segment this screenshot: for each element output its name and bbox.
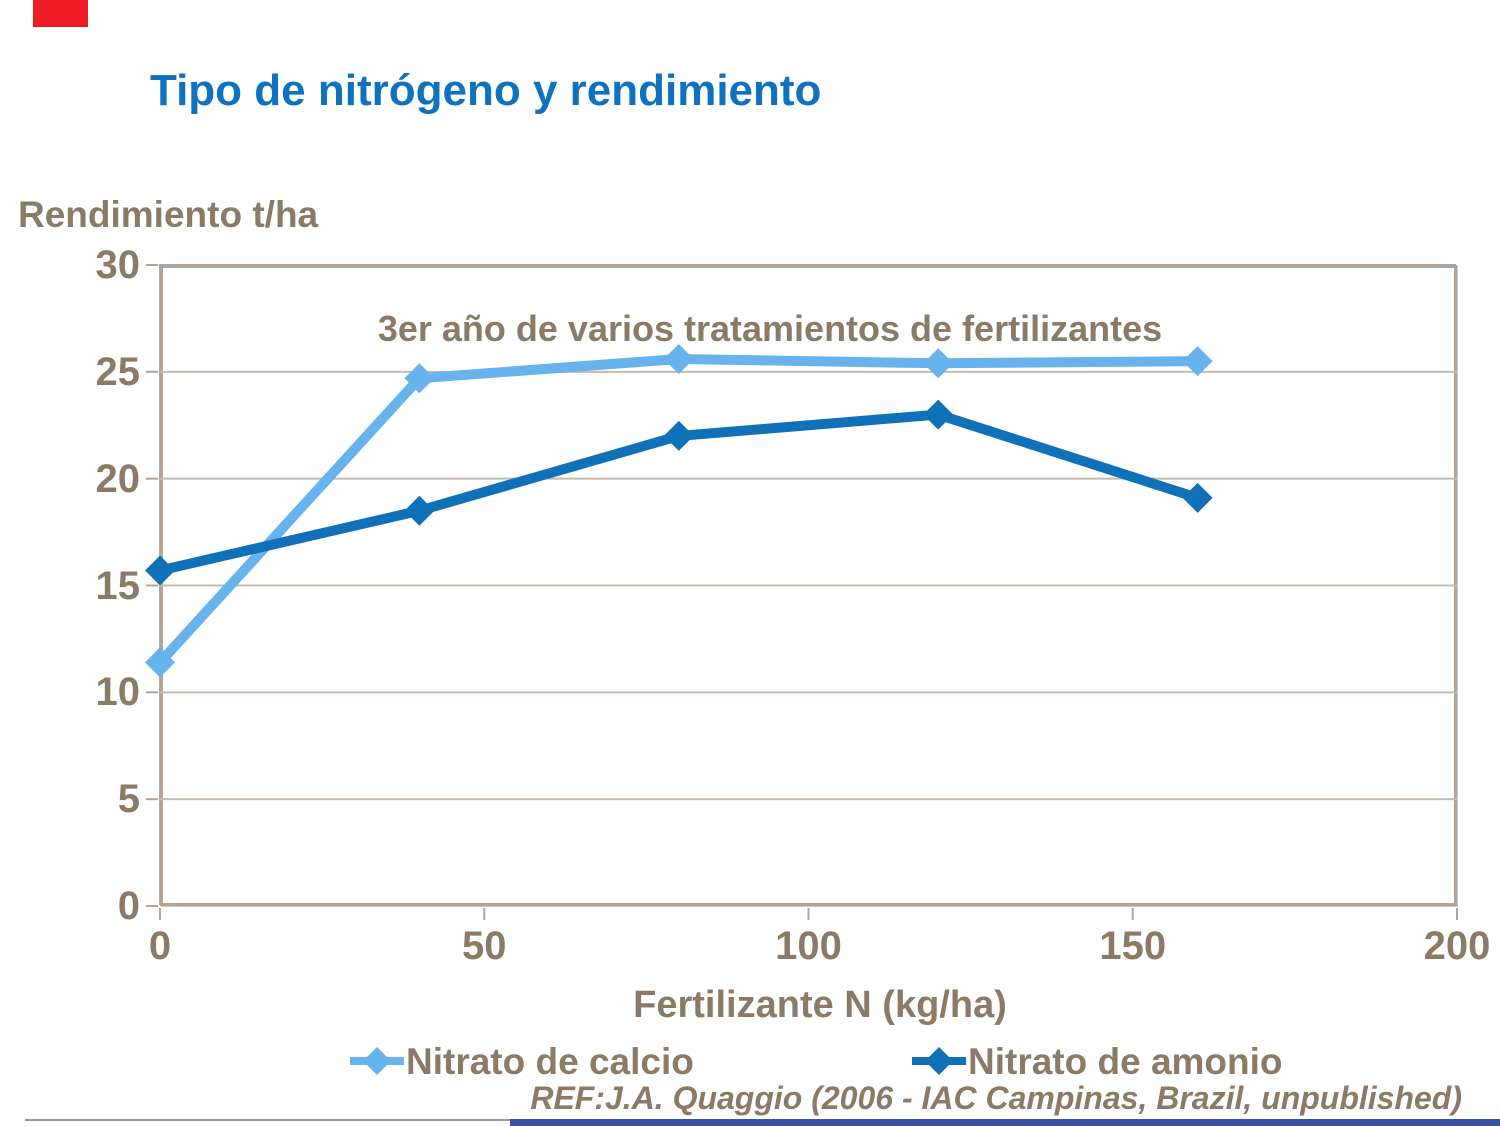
x-tick-label-100: 100 xyxy=(775,924,842,968)
legend-entry-1: Nitrato de amonio xyxy=(912,1038,1283,1084)
chart-annotation: 3er año de varios tratamientos de fertil… xyxy=(377,308,1163,349)
legend-marker-icon xyxy=(912,1047,966,1075)
y-tick-label-30: 30 xyxy=(95,243,141,287)
legend-label-0: Nitrato de calcio xyxy=(406,1040,694,1082)
x-tick-label-0: 0 xyxy=(148,924,172,968)
y-axis-title: Rendimiento t/ha xyxy=(18,194,319,235)
bottom-accent-bar xyxy=(510,1119,1500,1126)
series-0-marker-x40 xyxy=(404,363,435,394)
series-1-marker-x40 xyxy=(404,495,435,526)
y-tick-label-15: 15 xyxy=(95,563,141,608)
x-tick-label-50: 50 xyxy=(462,924,507,968)
legend-entry-0: Nitrato de calcio xyxy=(350,1038,694,1084)
series-1-marker-x0 xyxy=(145,555,175,586)
legend-label-1: Nitrato de amonio xyxy=(968,1040,1283,1082)
series-0-marker-x160 xyxy=(1182,346,1213,377)
series-1-marker-x160 xyxy=(1182,482,1213,513)
series-line-0 xyxy=(155,354,1203,668)
series-0-marker-x0 xyxy=(145,647,175,678)
y-tick-label-0: 0 xyxy=(117,884,140,928)
y-tick-label-25: 25 xyxy=(95,349,141,394)
chart-canvas xyxy=(145,264,1458,920)
series-0-marker-x120 xyxy=(923,348,954,379)
y-tick-label-5: 5 xyxy=(117,777,140,822)
series-0-marker-x80 xyxy=(663,344,694,375)
series-1-marker-x80 xyxy=(663,420,694,451)
y-tick-label-10: 10 xyxy=(95,670,141,715)
x-axis-title: Fertilizante N (kg/ha) xyxy=(633,984,1007,1026)
red-accent-bar xyxy=(33,0,88,27)
slide-title: Tipo de nitrógeno y rendimiento xyxy=(150,66,822,115)
legend-marker-icon xyxy=(350,1047,404,1075)
y-tick-label-20: 20 xyxy=(95,456,141,501)
x-tick-label-150: 150 xyxy=(1099,924,1167,968)
reference-text: REF:J.A. Quaggio (2006 - IAC Campinas, B… xyxy=(530,1080,1462,1116)
x-tick-label-200: 200 xyxy=(1423,924,1491,968)
plot-area xyxy=(145,264,1458,920)
series-1-marker-x120 xyxy=(923,399,954,430)
